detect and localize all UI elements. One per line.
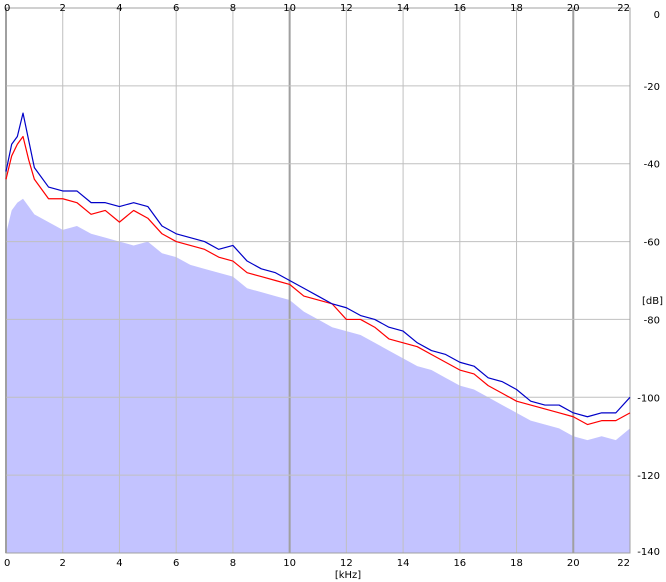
y-tick-label: -40 xyxy=(644,160,660,171)
x-tick-label-bottom: 4 xyxy=(116,558,122,569)
y-tick-label: 0 xyxy=(654,10,660,21)
x-tick-label-top: 2 xyxy=(60,3,66,14)
spectrum-fill-layer xyxy=(6,198,630,553)
x-tick-label-top: 6 xyxy=(173,3,179,14)
y-tick-label: -140 xyxy=(637,547,660,558)
spectrum-area-fill xyxy=(6,198,630,553)
x-tick-label-bottom: 22 xyxy=(617,558,630,569)
tick-labels-layer: 002244668810101212141416161818202022220-… xyxy=(4,3,660,569)
y-tick-label: -100 xyxy=(637,393,660,404)
plot-frame xyxy=(5,7,631,554)
x-tick-label-bottom: 20 xyxy=(567,558,580,569)
x-tick-label-top: 0 xyxy=(4,3,10,14)
x-tick-label-bottom: 12 xyxy=(340,558,353,569)
x-tick-label-bottom: 16 xyxy=(453,558,466,569)
y-axis-label: [dB] xyxy=(642,296,663,307)
x-tick-label-bottom: 0 xyxy=(4,558,10,569)
y-tick-label: -60 xyxy=(644,238,660,249)
x-axis-label: [kHz] xyxy=(335,570,361,581)
x-tick-label-bottom: 2 xyxy=(60,558,66,569)
x-tick-label-bottom: 8 xyxy=(230,558,236,569)
x-tick-label-top: 8 xyxy=(230,3,236,14)
x-tick-label-top: 20 xyxy=(567,3,580,14)
x-tick-label-top: 4 xyxy=(116,3,122,14)
y-tick-label: -80 xyxy=(644,315,660,326)
y-tick-label: -120 xyxy=(637,471,660,482)
x-tick-label-bottom: 10 xyxy=(283,558,296,569)
x-tick-label-top: 22 xyxy=(617,3,630,14)
x-tick-label-top: 10 xyxy=(283,3,296,14)
red-channel-line xyxy=(5,135,631,426)
x-tick-label-bottom: 18 xyxy=(510,558,523,569)
spectrum-lines-layer xyxy=(5,112,631,426)
x-tick-label-bottom: 14 xyxy=(397,558,410,569)
x-tick-label-top: 12 xyxy=(340,3,353,14)
grid-layer xyxy=(5,7,631,554)
x-tick-label-top: 18 xyxy=(510,3,523,14)
x-tick-label-bottom: 6 xyxy=(173,558,179,569)
x-tick-label-top: 14 xyxy=(397,3,410,14)
y-tick-label: -20 xyxy=(644,82,660,93)
x-tick-label-top: 16 xyxy=(453,3,466,14)
blue-channel-line xyxy=(5,112,631,418)
